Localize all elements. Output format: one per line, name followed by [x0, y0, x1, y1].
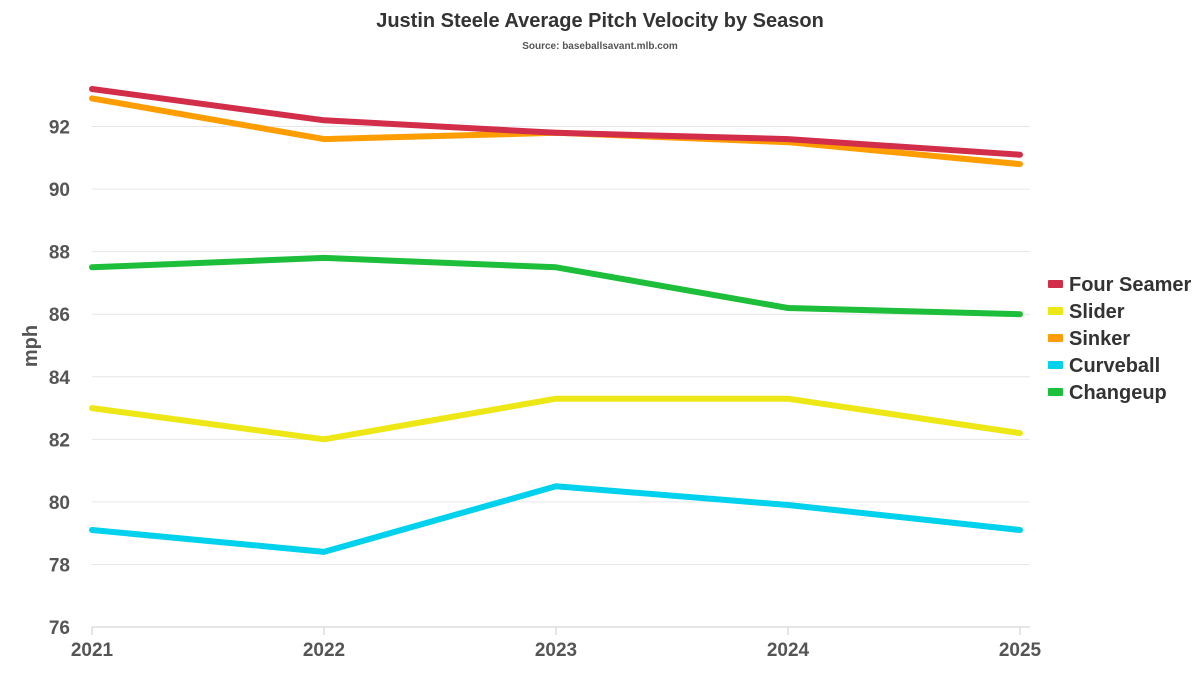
legend-label-curveball: Curveball: [1069, 355, 1160, 377]
y-tick-label: 90: [49, 180, 70, 201]
legend-label-changeup: Changeup: [1069, 382, 1167, 404]
y-tick-label: 86: [49, 305, 70, 326]
legend-swatch-slider: [1048, 307, 1063, 315]
grid-lines: [92, 126, 1030, 565]
axes: 76 78 80 82 84 86 88 90 92 2021 2022 2023 2024 2025: [49, 118, 1042, 661]
legend-label-slider: Slider: [1069, 301, 1125, 323]
y-tick-label: 84: [49, 368, 71, 389]
y-tick-label: 92: [49, 118, 70, 139]
legend-label-sinker: Sinker: [1069, 328, 1130, 350]
legend-swatch-four-seamer: [1048, 280, 1063, 288]
legend-swatch-changeup: [1048, 388, 1063, 396]
y-tick-label: 88: [49, 243, 70, 264]
y-tick-label: 76: [49, 618, 70, 639]
series-line-slider: [89, 395, 1023, 443]
legend-swatch-sinker: [1048, 334, 1063, 342]
series-line-four-seamer: [89, 86, 1023, 158]
y-tick-label: 80: [49, 493, 70, 514]
series-lines: [89, 86, 1023, 555]
x-tick-label: 2021: [71, 640, 114, 661]
chart-subtitle: Source: baseballsavant.mlb.com: [522, 41, 678, 52]
y-axis-label: mph: [20, 325, 42, 367]
y-tick-label: 82: [49, 430, 70, 451]
y-tick-label: 78: [49, 555, 70, 576]
series-line-curveball: [89, 483, 1023, 555]
chart-title: Justin Steele Average Pitch Velocity by …: [376, 10, 824, 32]
legend-label-four-seamer: Four Seamer: [1069, 274, 1191, 296]
legend-swatch-curveball: [1048, 361, 1063, 369]
series-line-changeup: [89, 254, 1023, 318]
x-tick-label: 2025: [999, 640, 1042, 661]
legend: Four Seamer Slider Sinker Curveball Changeup: [1048, 274, 1191, 404]
x-tick-label: 2022: [303, 640, 345, 661]
x-tick-label: 2024: [767, 640, 810, 661]
x-tick-label: 2023: [535, 640, 577, 661]
